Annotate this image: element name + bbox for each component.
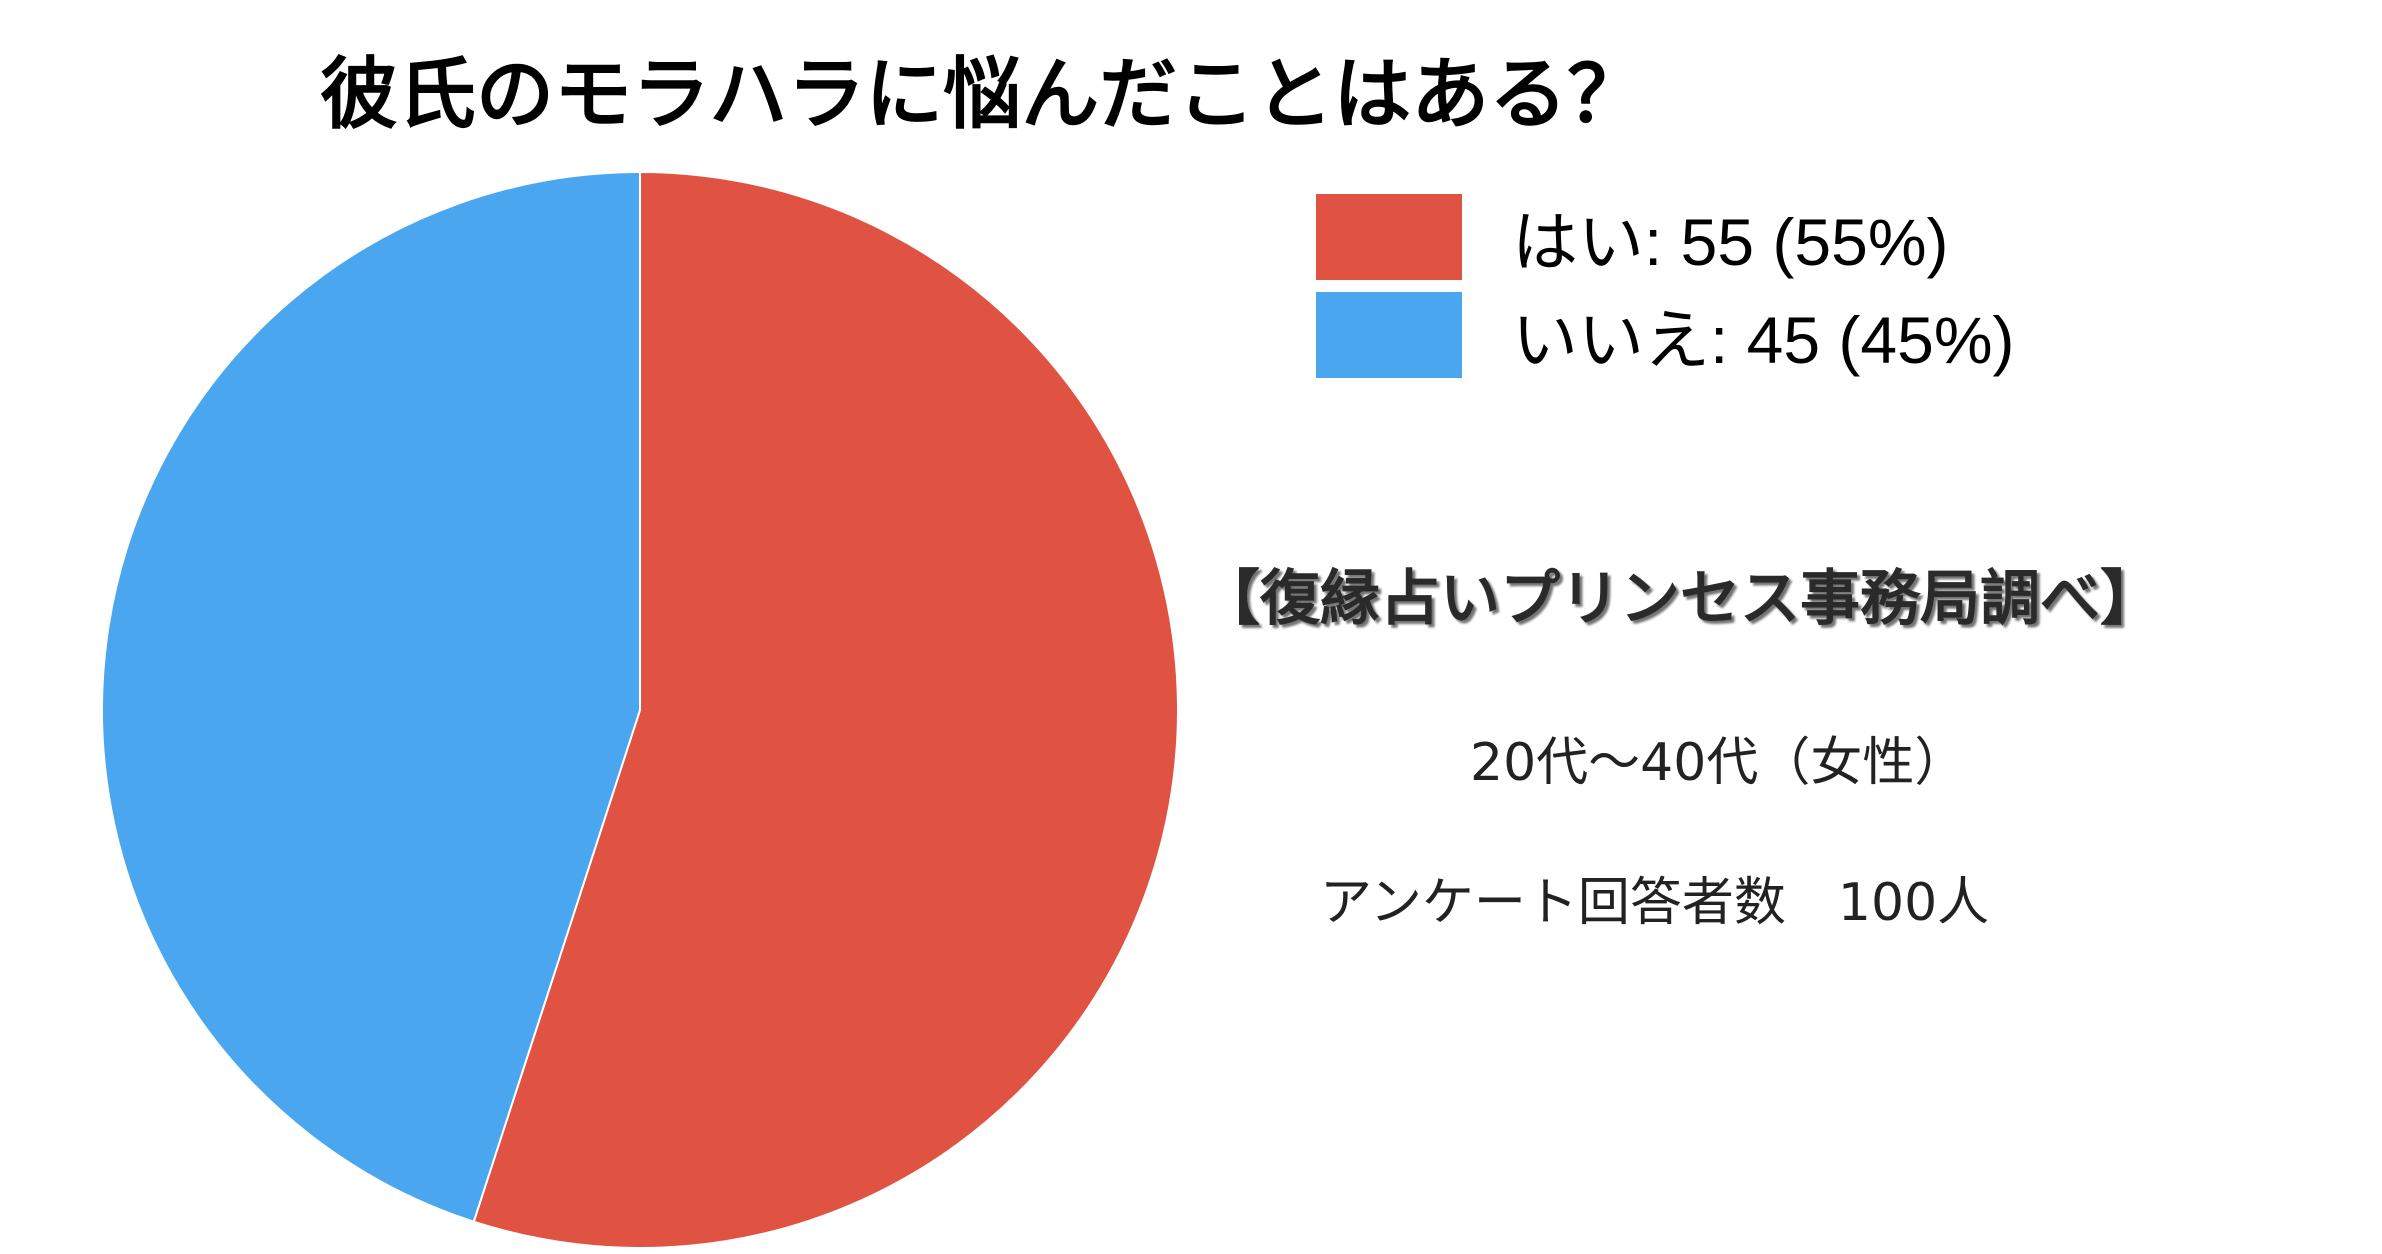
source-note: 【復縁占いプリンセス事務局調べ】 [1200, 564, 2160, 634]
legend-label-yes: はい: 55 (55%) [1512, 205, 1949, 279]
legend-swatch-yes [1316, 194, 1462, 280]
legend-item-yes: はい: 55 (55%) [1316, 192, 1948, 282]
age-note: 20代〜40代（女性） [1470, 733, 1967, 793]
respondent-note: アンケート回答者数 100人 [1320, 873, 1990, 933]
legend-item-no: いいえ: 45 (45%) [1316, 290, 2014, 380]
chart-title: 彼氏のモラハラに悩んだことはある？ [320, 50, 1646, 140]
pie-slice-yes [472, 170, 1179, 1249]
pie-slice-no [100, 170, 641, 1223]
legend-label-no: いいえ: 45 (45%) [1512, 303, 2015, 377]
pie-chart [100, 170, 1179, 1249]
legend-swatch-no [1316, 292, 1462, 378]
